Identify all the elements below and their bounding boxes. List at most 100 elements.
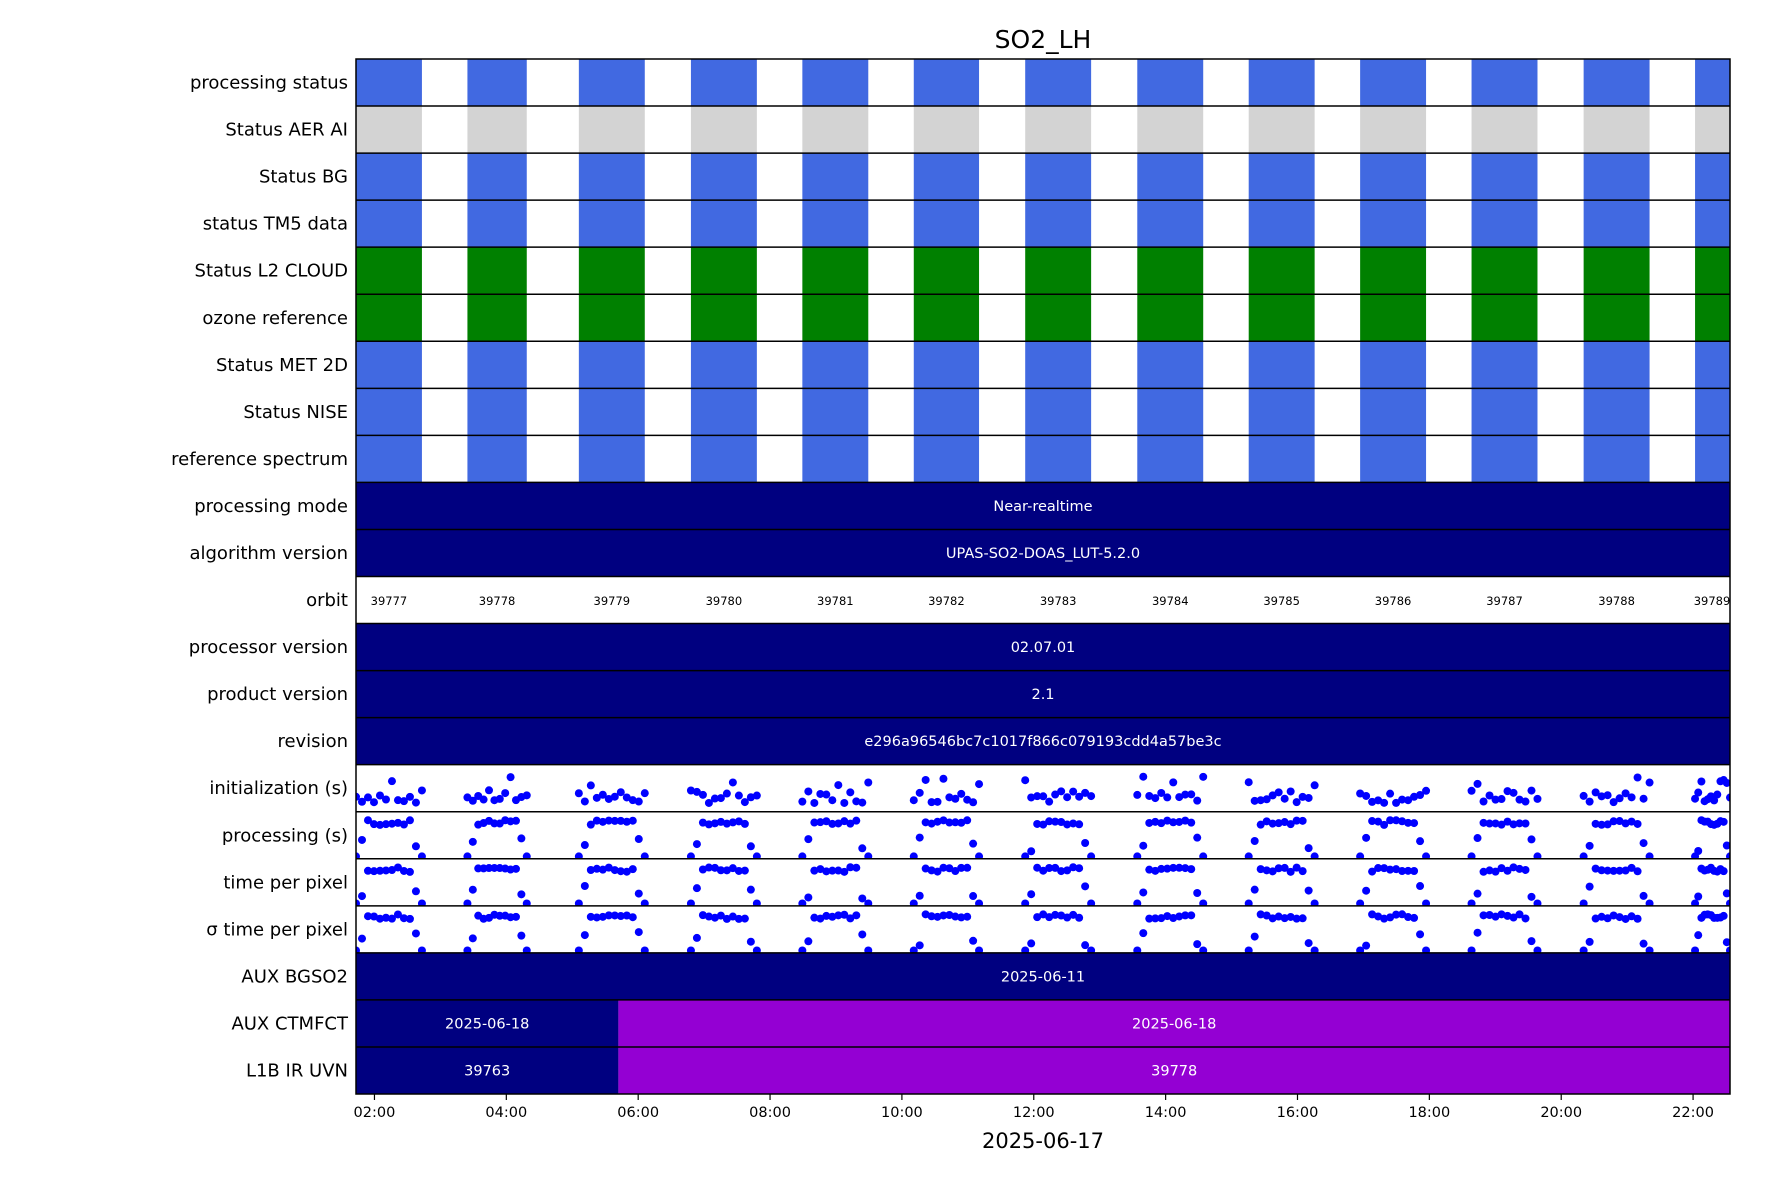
data-point <box>1416 882 1425 891</box>
data-point <box>610 866 619 875</box>
data-point <box>1603 866 1612 875</box>
status-bar <box>1471 388 1538 436</box>
status-bar <box>913 200 980 248</box>
data-point <box>622 911 631 920</box>
data-point <box>417 899 426 906</box>
data-point <box>375 820 384 829</box>
data-point <box>1374 864 1383 873</box>
data-point <box>816 865 825 874</box>
data-point <box>1362 833 1371 842</box>
data-point <box>405 792 414 801</box>
orbit-label: 39788 <box>1598 594 1635 608</box>
data-point <box>1503 817 1512 826</box>
data-point <box>975 899 984 906</box>
x-tick-label: 14:00 <box>1145 1105 1187 1121</box>
data-point <box>1075 792 1084 801</box>
data-point <box>1163 864 1172 873</box>
row-status-met-2d: Status MET 2D <box>216 341 1730 389</box>
status-bar <box>1471 294 1538 342</box>
data-point <box>634 889 643 898</box>
row-reference-spectrum: reference spectrum <box>171 435 1730 483</box>
status-bar <box>1695 153 1730 201</box>
data-point <box>1163 793 1172 802</box>
status-bar <box>802 294 869 342</box>
orbit-label: 39777 <box>371 594 408 608</box>
orbit-label: 39785 <box>1263 594 1300 608</box>
data-point <box>1356 852 1365 859</box>
data-point <box>1639 794 1648 803</box>
data-point <box>1398 795 1407 804</box>
data-point <box>1069 819 1078 828</box>
data-point <box>1603 791 1612 800</box>
data-point <box>356 792 360 801</box>
data-point <box>393 818 402 827</box>
data-point <box>1509 913 1518 922</box>
row-processing-s: processing (s) <box>222 816 1730 859</box>
status-bar <box>1248 247 1315 295</box>
status-bar <box>913 247 980 295</box>
data-point <box>858 930 867 939</box>
data-point <box>1503 787 1512 796</box>
data-point <box>580 931 589 940</box>
data-point <box>746 885 755 894</box>
status-bar <box>356 341 422 389</box>
data-point <box>1244 778 1253 787</box>
segment-label: 02.07.01 <box>1011 640 1076 656</box>
data-point <box>1027 793 1036 802</box>
row-algorithm-version: algorithm version UPAS-SO2-DOAS_LUT-5.2.0 <box>189 529 1730 577</box>
data-point <box>1133 852 1142 859</box>
data-point <box>411 887 420 896</box>
row-label: processor version <box>189 637 348 658</box>
data-point <box>933 867 942 876</box>
data-point <box>1521 914 1530 923</box>
row-l1b-ir-uvn: L1B IR UVN 39763 39778 <box>246 1046 1730 1094</box>
data-point <box>1726 852 1730 859</box>
data-point <box>592 913 601 922</box>
data-point <box>1133 899 1142 906</box>
status-bar <box>356 106 422 154</box>
data-point <box>1374 817 1383 826</box>
data-point <box>1145 865 1154 874</box>
data-point <box>405 816 414 825</box>
data-point <box>963 816 972 825</box>
row-label: AUX BGSO2 <box>241 966 348 987</box>
data-point <box>1310 852 1319 859</box>
segment-bar <box>618 1046 1730 1094</box>
data-point <box>622 867 631 876</box>
status-bar <box>1360 247 1427 295</box>
x-tick-label: 04:00 <box>485 1105 527 1121</box>
data-point <box>411 798 420 807</box>
data-point <box>1633 773 1642 782</box>
data-point <box>927 798 936 807</box>
x-tick-label: 16:00 <box>1277 1105 1319 1121</box>
data-point <box>1473 779 1482 788</box>
data-point <box>616 867 625 876</box>
data-point <box>363 912 372 921</box>
segment-label: 2025-06-11 <box>1001 969 1085 985</box>
data-point <box>1473 889 1482 898</box>
data-point <box>1087 852 1096 859</box>
status-bar <box>690 153 757 201</box>
status-bar <box>1360 106 1427 154</box>
data-point <box>1069 787 1078 796</box>
data-point <box>1579 946 1588 953</box>
data-point <box>1368 817 1377 826</box>
status-bar <box>467 388 527 436</box>
data-point <box>1063 913 1072 922</box>
data-point <box>798 852 807 859</box>
status-bar <box>1137 294 1204 342</box>
data-point <box>1609 798 1618 807</box>
status-bar <box>1695 341 1730 389</box>
x-tick-label: 10:00 <box>881 1105 923 1121</box>
status-bar <box>1695 388 1730 436</box>
data-point <box>1033 819 1042 828</box>
status-bar <box>578 388 645 436</box>
data-point <box>1051 817 1060 826</box>
data-point <box>369 798 378 807</box>
data-point <box>522 852 531 859</box>
data-point <box>417 946 426 953</box>
x-tick-label: 06:00 <box>617 1105 659 1121</box>
data-point <box>511 912 520 921</box>
status-bar <box>1583 341 1650 389</box>
